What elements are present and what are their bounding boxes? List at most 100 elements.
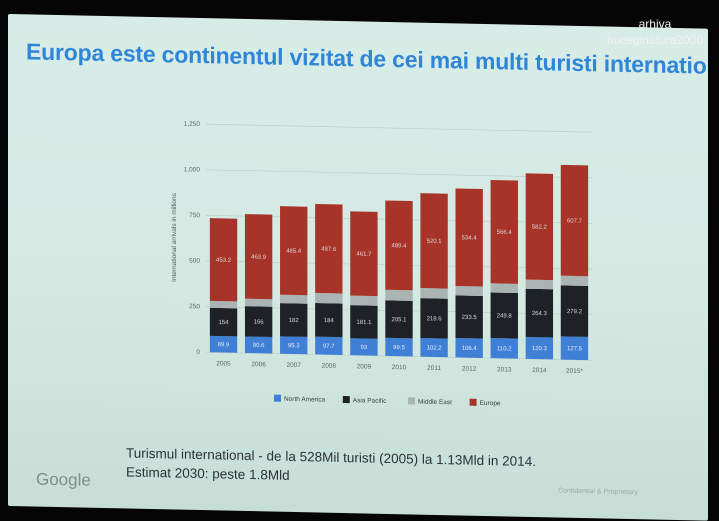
x-tick-label: 2008	[322, 363, 337, 370]
bar-data-label: 95.3	[288, 343, 300, 349]
y-tick-label: 1,250	[184, 121, 201, 128]
bar-segment	[280, 336, 308, 355]
gridline	[206, 123, 592, 133]
bar-data-label: 166	[254, 319, 265, 325]
bar-segment	[525, 279, 554, 290]
bar-data-label: 520.1	[427, 239, 443, 245]
chart-bars: 89.9 154 453.2 90.6 166 463.9 95.3 182 485.4 97.7…	[209, 164, 589, 361]
watermark-line-1: arhiva	[638, 17, 672, 31]
x-tick-label: 2013	[497, 366, 512, 373]
bar-segment	[385, 300, 413, 339]
bar-segment	[560, 285, 589, 337]
bar-segment	[525, 288, 554, 338]
bar-segment	[350, 305, 378, 339]
bar-segment	[280, 294, 308, 304]
bar-segment	[209, 307, 238, 337]
y-tick-label: 250	[189, 303, 200, 310]
bar-data-label: 102.2	[427, 345, 443, 351]
bar-segment	[350, 295, 378, 306]
legend-label: Europe	[480, 400, 501, 407]
bar-data-label: 487.6	[321, 247, 337, 253]
x-axis-ticks: 2005 2006 2007 2008 2009 2010 2011 2012 2013 2014…	[216, 360, 583, 375]
bar-data-label: 264.3	[532, 311, 548, 317]
bar-segment	[209, 300, 238, 309]
bar-data-label: 184	[324, 318, 335, 324]
bar-data-label: 607.7	[567, 218, 583, 224]
bar-data-label: 463.9	[251, 255, 267, 261]
bar-data-label: 110.2	[497, 346, 512, 352]
bar-segment	[490, 338, 518, 359]
bar-data-label: 182	[289, 318, 300, 324]
bar-data-label: 218.6	[427, 316, 443, 322]
bar-data-label: 89.9	[218, 342, 230, 348]
bar-data-label: 181.1	[356, 320, 372, 326]
x-tick-label: 2014	[532, 367, 547, 374]
bar-data-label: 127.5	[567, 346, 583, 352]
bar-segment	[560, 336, 589, 361]
legend-swatch	[342, 396, 350, 404]
y-tick-label: 750	[189, 212, 200, 219]
bar-data-label: 489.4	[391, 243, 407, 249]
bar-data-label: 154	[219, 320, 230, 326]
bar-segment	[244, 298, 273, 307]
bar-data-label: 233.5	[462, 315, 478, 321]
bar-segment	[455, 285, 483, 296]
x-tick-label: 2011	[427, 365, 441, 372]
bar-segment	[525, 336, 554, 360]
bar-segment	[420, 337, 448, 358]
slide-caption: Turismul international - de la 528Mil tu…	[126, 443, 536, 490]
bar-data-label: 106.4	[462, 346, 478, 352]
bar-segment	[560, 164, 589, 277]
bar-data-label: 534.4	[462, 235, 478, 241]
x-tick-label: 2007	[286, 362, 301, 369]
bar-data-label: 90.6	[253, 343, 265, 349]
bar-segment	[350, 338, 378, 356]
bar-data-label: 120.3	[532, 346, 548, 352]
chart-legend: North America Asia Pacific Middle East Euro…	[274, 394, 501, 407]
bar-segment	[244, 306, 273, 338]
x-tick-label: 2012	[462, 366, 477, 373]
bar-segment	[455, 337, 483, 358]
bar-data-label: 249.8	[497, 313, 513, 319]
bar-data-label: 582.2	[532, 225, 548, 231]
bar-segment	[455, 295, 483, 339]
bar-segment	[560, 275, 589, 286]
bar-segment	[315, 203, 343, 294]
google-logo: Google	[36, 469, 91, 490]
bar-data-label: 461.7	[356, 252, 372, 258]
x-tick-label: 2015*	[566, 368, 583, 375]
bar-segment	[209, 218, 238, 302]
bar-segment	[490, 283, 518, 294]
bar-segment	[280, 303, 308, 337]
bar-segment	[350, 211, 378, 297]
legend-label: Middle East	[418, 399, 452, 407]
watermark: arhiva buceginatura2000	[607, 16, 703, 48]
bar-segment	[385, 337, 413, 357]
bar-segment	[315, 303, 343, 338]
bar-segment	[420, 288, 448, 299]
bar-data-label: 566.4	[497, 230, 513, 236]
bar-segment	[490, 179, 518, 284]
x-tick-label: 2010	[392, 364, 407, 371]
watermark-line-2: buceginatura2000	[606, 33, 703, 47]
bar-data-label: 485.4	[286, 249, 302, 255]
bar-segment	[280, 206, 308, 296]
bar-segment	[209, 335, 238, 353]
bar-data-label: 93	[361, 345, 368, 351]
bar-data-label: 279.2	[567, 309, 583, 315]
bar-segment	[244, 336, 273, 354]
bar-data-label: 97.7	[323, 344, 335, 350]
y-tick-label: 0	[196, 349, 200, 356]
x-tick-label: 2009	[357, 363, 372, 370]
legend-label: Asia Pacific	[353, 397, 387, 405]
bar-segment	[244, 214, 273, 300]
bar-segment	[455, 188, 483, 287]
confidential-footer: Confidential & Proprietary	[558, 487, 638, 497]
bar-segment	[385, 289, 413, 301]
x-tick-label: 2005	[216, 360, 231, 367]
bar-segment	[315, 292, 343, 304]
stacked-bar-chart: 0 250 500 750 1,000 1,250 International arriv…	[171, 121, 592, 407]
y-tick-label: 1,000	[184, 166, 201, 173]
presentation-slide: Europa este continentul vizitat de cei m…	[8, 14, 708, 521]
bar-segment	[490, 292, 518, 339]
